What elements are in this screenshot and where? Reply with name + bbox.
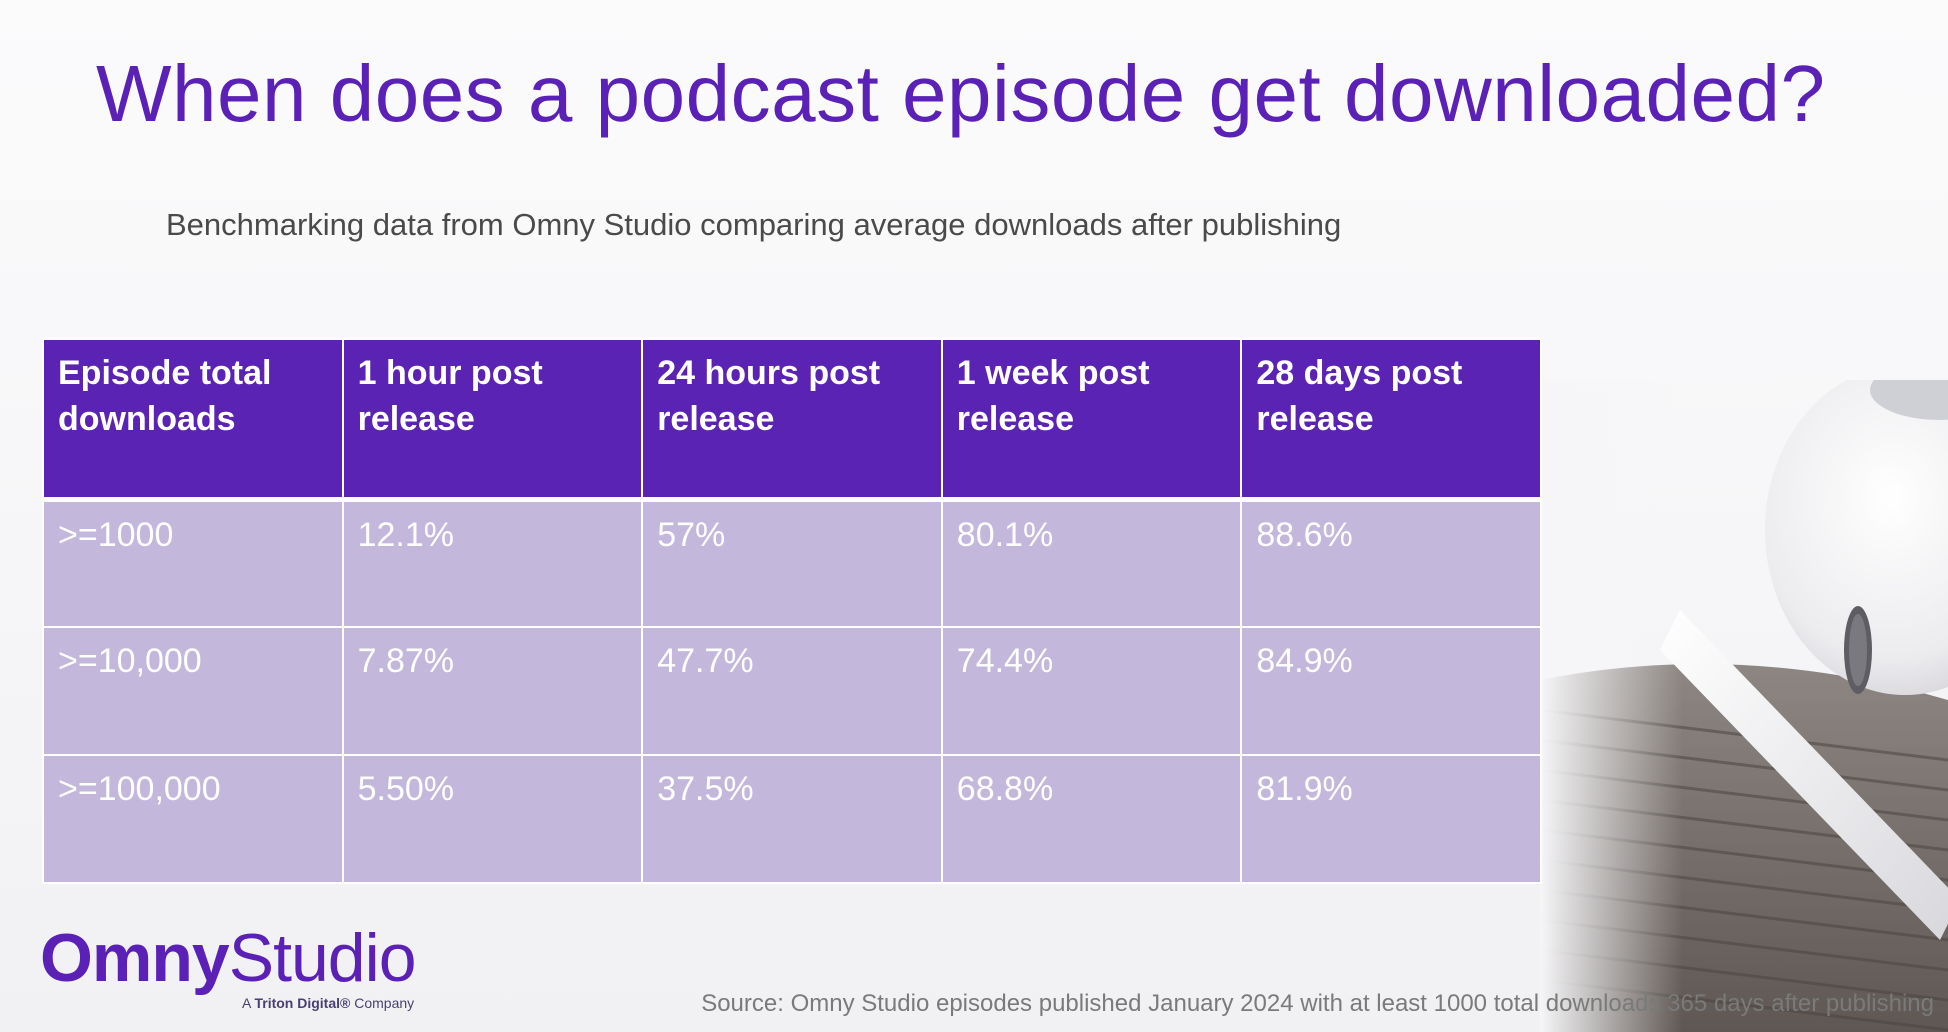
table-row: >=100,000 5.50% 37.5% 68.8% 81.9% xyxy=(42,754,1542,884)
logo-studio: Studio xyxy=(228,920,417,996)
table-row: >=1000 12.1% 57% 80.1% 88.6% xyxy=(42,496,1542,628)
table-cell: 47.7% xyxy=(641,626,943,756)
downloads-table: Episode total downloads 1 hour post rele… xyxy=(42,338,1542,884)
header-episode-total-downloads: Episode total downloads xyxy=(42,338,344,500)
logo-tagline: A Triton Digital® Company xyxy=(242,994,414,1012)
table-header-row: Episode total downloads 1 hour post rele… xyxy=(42,338,1542,500)
header-28-days: 28 days post release xyxy=(1240,338,1542,500)
table-cell: >=10,000 xyxy=(42,626,344,756)
header-1-week: 1 week post release xyxy=(940,338,1243,500)
source-note: Source: Omny Studio episodes published J… xyxy=(701,990,1934,1017)
earbud-photo xyxy=(1540,380,1948,1032)
table-cell: >=100,000 xyxy=(42,754,344,884)
table-cell: 81.9% xyxy=(1240,754,1542,884)
table-cell: 7.87% xyxy=(341,626,644,756)
table-cell: 12.1% xyxy=(341,496,644,628)
slide-subtitle: Benchmarking data from Omny Studio compa… xyxy=(166,207,1342,242)
logo-tagline-brand: Triton Digital® xyxy=(254,995,351,1011)
logo-tagline-prefix: A xyxy=(242,995,251,1011)
table-cell: >=1000 xyxy=(42,496,344,628)
table-cell: 37.5% xyxy=(641,754,943,884)
logo-tagline-suffix: Company xyxy=(354,995,415,1011)
table-cell: 80.1% xyxy=(940,496,1243,628)
logo-wordmark: OmnyStudio xyxy=(40,918,417,998)
table-cell: 5.50% xyxy=(341,754,644,884)
table-cell: 84.9% xyxy=(1240,626,1542,756)
slide-title: When does a podcast episode get download… xyxy=(96,49,1826,138)
table-cell: 74.4% xyxy=(940,626,1243,756)
table-cell: 57% xyxy=(641,496,943,628)
table-cell: 68.8% xyxy=(940,754,1243,884)
logo-omny: Omny xyxy=(40,920,230,996)
omny-studio-logo: OmnyStudio A Triton Digital® Company xyxy=(40,918,440,1018)
table-row: >=10,000 7.87% 47.7% 74.4% 84.9% xyxy=(42,626,1542,756)
header-24-hours: 24 hours post release xyxy=(641,338,943,500)
table-cell: 88.6% xyxy=(1240,496,1542,628)
header-1-hour: 1 hour post release xyxy=(341,338,644,500)
